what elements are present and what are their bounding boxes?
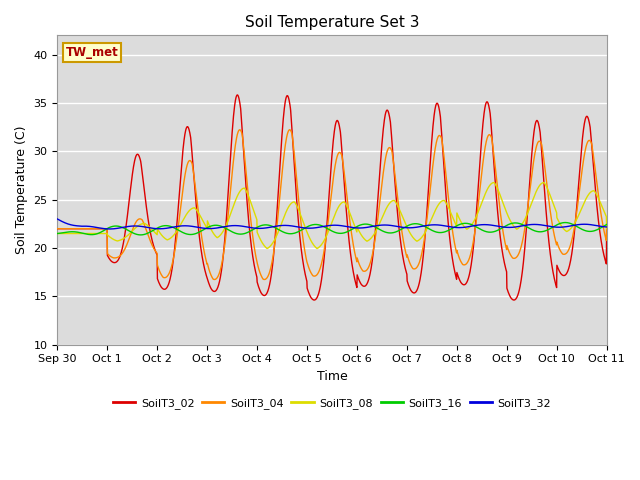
Title: Soil Temperature Set 3: Soil Temperature Set 3 — [244, 15, 419, 30]
Text: TW_met: TW_met — [66, 46, 118, 59]
Legend: SoilT3_02, SoilT3_04, SoilT3_08, SoilT3_16, SoilT3_32: SoilT3_02, SoilT3_04, SoilT3_08, SoilT3_… — [109, 394, 556, 413]
Y-axis label: Soil Temperature (C): Soil Temperature (C) — [15, 126, 28, 254]
X-axis label: Time: Time — [317, 370, 348, 383]
